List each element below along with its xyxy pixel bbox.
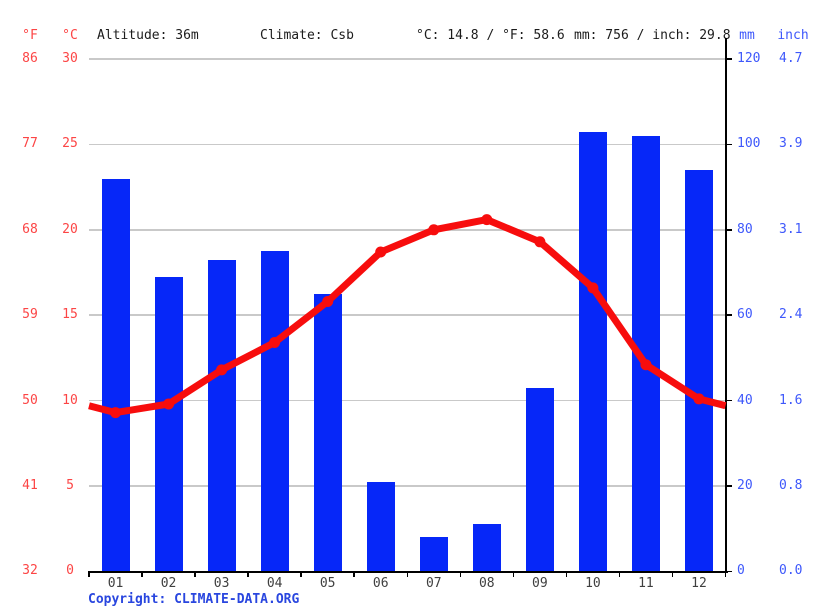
right-axis-tick bbox=[725, 58, 732, 60]
fahrenheit-axis-title: °F bbox=[22, 28, 38, 43]
right-axis-tick bbox=[725, 570, 732, 573]
copyright: Copyright: CLIMATE-DATA.ORG bbox=[88, 592, 299, 607]
precip-bar bbox=[472, 524, 501, 572]
inch-tick-label: 2.4 bbox=[779, 307, 803, 323]
gridline bbox=[89, 485, 726, 487]
f-tick-label: 86 bbox=[22, 51, 38, 66]
precip-bar bbox=[101, 178, 130, 572]
c-tick-label: 5 bbox=[66, 478, 74, 493]
mm-tick-label: 20 bbox=[737, 478, 753, 493]
copyright-prefix: Copyright: bbox=[88, 592, 175, 607]
gridline bbox=[89, 314, 726, 316]
month-label: 01 bbox=[107, 576, 124, 591]
inch-tick-label: 0.8 bbox=[779, 478, 803, 493]
inch-tick-label: 1.6 bbox=[779, 392, 803, 408]
copyright-link[interactable]: CLIMATE-DATA.ORG bbox=[174, 592, 300, 607]
precip-bar bbox=[260, 251, 289, 572]
celsius-axis-title: °C bbox=[62, 28, 78, 43]
precip-bar bbox=[684, 170, 713, 572]
right-axis-tick bbox=[725, 143, 732, 146]
climate-classification-label: Climate: Csb bbox=[260, 28, 354, 43]
precip-bar bbox=[313, 293, 342, 572]
bottom-axis-tick bbox=[406, 571, 408, 578]
gridline bbox=[89, 58, 726, 60]
f-tick-label: 41 bbox=[22, 478, 38, 493]
bottom-axis-tick bbox=[565, 571, 568, 578]
inch-tick-label: 3.1 bbox=[779, 221, 803, 237]
bottom-axis-line bbox=[89, 570, 728, 573]
inch-axis-title: inch bbox=[777, 28, 809, 43]
right-axis-tick bbox=[725, 399, 732, 402]
gridline bbox=[89, 229, 726, 231]
month-label: 04 bbox=[266, 576, 283, 591]
inch-tick-label: 3.9 bbox=[779, 136, 803, 152]
bottom-axis-tick bbox=[141, 571, 143, 578]
inch-tick-label: 0.0 bbox=[779, 563, 803, 579]
f-tick-label: 59 bbox=[22, 307, 38, 323]
altitude-label: Altitude: 36m bbox=[97, 28, 199, 43]
gridline bbox=[89, 143, 726, 146]
bottom-axis-tick bbox=[247, 571, 249, 578]
month-label: 05 bbox=[319, 576, 336, 591]
mm-tick-label: 0 bbox=[737, 563, 745, 579]
mm-tick-label: 120 bbox=[737, 51, 761, 66]
precip-bar bbox=[631, 135, 660, 572]
precip-bar bbox=[366, 481, 395, 572]
month-label: 09 bbox=[532, 576, 548, 591]
mm-axis-title: mm bbox=[739, 28, 755, 43]
month-label: 02 bbox=[160, 576, 177, 591]
c-tick-label: 20 bbox=[62, 221, 78, 237]
month-label: 07 bbox=[425, 576, 442, 591]
mm-tick-label: 40 bbox=[737, 392, 753, 408]
mm-tick-label: 80 bbox=[737, 221, 753, 237]
c-tick-label: 10 bbox=[62, 392, 78, 408]
bottom-axis-tick bbox=[512, 571, 515, 578]
c-tick-label: 25 bbox=[62, 136, 78, 152]
bottom-axis-tick bbox=[618, 571, 621, 578]
precip-bar bbox=[154, 276, 183, 572]
precip-bar bbox=[525, 387, 554, 572]
bottom-axis-tick bbox=[353, 571, 355, 578]
f-tick-label: 68 bbox=[22, 221, 38, 237]
bottom-axis-tick bbox=[194, 571, 196, 578]
c-tick-label: 30 bbox=[62, 51, 78, 66]
precip-bar bbox=[578, 131, 607, 572]
c-tick-label: 15 bbox=[62, 307, 78, 323]
month-label: 12 bbox=[691, 576, 707, 591]
bottom-axis-tick bbox=[88, 571, 90, 578]
mm-tick-label: 60 bbox=[737, 307, 753, 323]
c-tick-label: 0 bbox=[66, 563, 74, 579]
f-tick-label: 77 bbox=[22, 136, 38, 152]
bottom-axis-tick bbox=[671, 571, 674, 578]
right-axis-tick bbox=[725, 229, 732, 231]
precip-bar bbox=[419, 537, 448, 572]
f-tick-label: 50 bbox=[22, 392, 38, 408]
month-label: 08 bbox=[478, 576, 495, 591]
bottom-axis-tick bbox=[724, 571, 727, 578]
right-axis-tick bbox=[725, 314, 732, 316]
month-label: 03 bbox=[213, 576, 230, 591]
bottom-axis-tick bbox=[459, 571, 462, 578]
bottom-axis-tick bbox=[300, 571, 302, 578]
gridline bbox=[89, 399, 726, 402]
annual-precipitation-label: mm: 756 / inch: 29.8 bbox=[574, 28, 731, 43]
month-label: 06 bbox=[372, 576, 389, 591]
f-tick-label: 32 bbox=[22, 563, 38, 579]
mm-tick-label: 100 bbox=[737, 136, 761, 152]
month-label: 11 bbox=[638, 576, 654, 591]
precip-bar bbox=[207, 259, 236, 572]
right-axis-line bbox=[725, 38, 727, 574]
month-label: 10 bbox=[585, 576, 601, 591]
right-axis-tick bbox=[725, 485, 732, 487]
inch-tick-label: 4.7 bbox=[779, 51, 803, 66]
mean-temperature-label: °C: 14.8 / °F: 58.6 bbox=[416, 28, 565, 43]
